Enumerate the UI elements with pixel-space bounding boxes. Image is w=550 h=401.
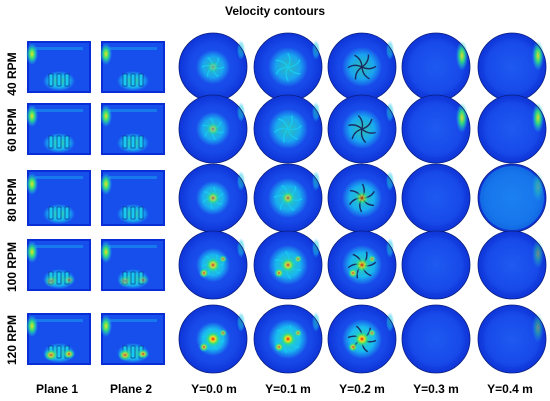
- panel-80-rpm-plane-1: [26, 170, 91, 226]
- panel-120-rpm-plane-2: [100, 313, 165, 365]
- panel-120-rpm-plane-1: [26, 313, 91, 365]
- panel-80-rpm-plane-2: [100, 170, 165, 226]
- panel-40-rpm-y-0-2-m: [327, 32, 397, 102]
- panel-100-rpm-y-0-1-m: [253, 230, 323, 300]
- panel-60-rpm-y-0-2-m: [327, 94, 397, 164]
- panel-40-rpm-y-0-1-m: [253, 32, 323, 102]
- figure-title: Velocity contours: [224, 4, 326, 18]
- col-label-y-0-2: Y=0.2 m: [339, 382, 385, 396]
- panel-60-rpm-y-0-1-m: [253, 94, 323, 164]
- panel-100-rpm-plane-1: [26, 239, 91, 291]
- col-label-y-0-1: Y=0.1 m: [265, 382, 311, 396]
- panel-80-rpm-y-0-1-m: [253, 163, 323, 233]
- panel-100-rpm-y-0-3-m: [401, 230, 471, 300]
- panel-120-rpm-y-0-1-m: [253, 304, 323, 374]
- panel-60-rpm-plane-1: [26, 103, 91, 155]
- panel-100-rpm-y-0-2-m: [327, 230, 397, 300]
- panel-80-rpm-y-0-3-m: [401, 163, 471, 233]
- panel-60-rpm-y-0-3-m: [401, 94, 471, 164]
- panel-120-rpm-y-0-4-m: [477, 304, 547, 374]
- panel-40-rpm-y-0-3-m: [401, 32, 471, 102]
- col-label-y-0-3: Y=0.3 m: [413, 382, 459, 396]
- panel-100-rpm-y-0-4-m: [477, 230, 547, 300]
- col-label-y-0-0: Y=0.0 m: [191, 382, 237, 396]
- panel-100-rpm-y-0-0-m: [178, 230, 248, 300]
- panel-120-rpm-y-0-3-m: [401, 304, 471, 374]
- panel-60-rpm-plane-2: [100, 103, 165, 155]
- col-label-y-0-4: Y=0.4 m: [487, 382, 533, 396]
- panel-60-rpm-y-0-4-m: [477, 94, 547, 164]
- col-label-plane-1: Plane 1: [35, 382, 79, 396]
- panel-120-rpm-y-0-0-m: [178, 304, 248, 374]
- panel-100-rpm-plane-2: [100, 239, 165, 291]
- panel-40-rpm-y-0-0-m: [178, 32, 248, 102]
- panel-40-rpm-y-0-4-m: [477, 32, 547, 102]
- panel-120-rpm-y-0-2-m: [327, 304, 397, 374]
- panel-60-rpm-y-0-0-m: [178, 94, 248, 164]
- panel-80-rpm-y-0-2-m: [327, 163, 397, 233]
- panel-40-rpm-plane-1: [26, 41, 91, 93]
- col-label-plane-2: Plane 2: [109, 382, 153, 396]
- panel-80-rpm-y-0-4-m: [477, 163, 547, 233]
- panel-40-rpm-plane-2: [100, 41, 165, 93]
- panel-80-rpm-y-0-0-m: [178, 163, 248, 233]
